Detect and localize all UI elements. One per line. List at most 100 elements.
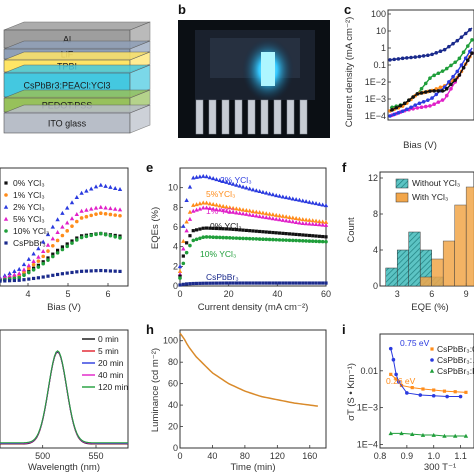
panel-e-marker: [247, 208, 252, 213]
panel-e-marker: [300, 198, 305, 203]
panel-e-marker: [254, 237, 259, 241]
panel-e-marker: [303, 221, 309, 226]
panel-e-marker: [221, 235, 225, 240]
panel-c-marker: [447, 44, 451, 49]
panel-e-marker: [267, 211, 272, 216]
panel-e-marker: [307, 217, 312, 222]
panel-d-marker: [36, 246, 41, 251]
panel-e-marker: [234, 206, 239, 211]
panel-i-marker: [391, 357, 396, 362]
panel-d-marker: [55, 229, 60, 234]
panel-e-marker: [217, 178, 223, 183]
panel-e-marker: [194, 174, 199, 179]
panel-e-marker: [280, 217, 286, 222]
panel-d-marker: [36, 276, 40, 280]
panel-e-marker: [185, 282, 189, 286]
panel-c-marker: [432, 73, 436, 78]
panel-e-marker: [257, 210, 262, 215]
panel-e-marker: [287, 281, 292, 285]
panel-d-marker: [98, 182, 103, 187]
panel-e-marker: [248, 229, 252, 233]
panel-e-marker: [307, 281, 312, 285]
panel-d-marker: [41, 261, 45, 266]
panel-c-marker: [465, 58, 470, 63]
panel-c-ytick-label: 1E−4: [365, 111, 386, 121]
panel-e-marker: [267, 230, 272, 234]
panel-e-marker: [221, 227, 225, 231]
panel-e-marker: [287, 238, 292, 243]
panel-e-marker: [324, 239, 328, 244]
panel-c-marker: [430, 52, 434, 57]
panel-e-ytick-label: 4: [173, 242, 178, 252]
panel-e-marker: [201, 205, 206, 210]
panel-c-ytick-label: 1E−2: [365, 77, 386, 87]
panel-d-xtick-label: 6: [105, 289, 110, 299]
panel-e-marker: [267, 237, 272, 242]
panel-f-bar: [442, 240, 455, 287]
panel-i-xtick-label: 0.8: [374, 451, 387, 461]
panel-e-marker: [191, 238, 196, 243]
panel-c-marker: [413, 55, 418, 59]
panel-d-marker: [41, 275, 45, 279]
panel-d-legend-marker: [3, 216, 9, 221]
panel-d-marker: [21, 262, 27, 267]
panel-d-legend-label: 5% YCl₃: [13, 214, 45, 224]
panel-e-ytick-label: 10: [168, 183, 178, 193]
panel-e-marker: [314, 239, 318, 244]
panel-d-marker: [65, 205, 70, 210]
panel-i-marker: [394, 377, 398, 381]
panel-d-marker: [113, 213, 117, 217]
panel-d-marker: [46, 249, 50, 253]
panel-e-marker: [261, 237, 265, 242]
panel-e-marker: [323, 222, 329, 227]
panel-e-marker: [277, 213, 282, 218]
panel-c-marker: [405, 56, 409, 60]
panel-f-bar: [408, 231, 421, 287]
panel-e-marker: [184, 219, 189, 224]
panel-d-marker: [79, 208, 84, 213]
panel-d-marker: [41, 260, 45, 264]
panel-e-marker: [264, 190, 269, 195]
panel-d-marker: [55, 238, 60, 243]
panel-f-bar: [419, 276, 432, 287]
panel-e-marker: [251, 281, 255, 285]
panel-e-marker: [307, 233, 312, 238]
panel-e-marker: [181, 246, 186, 251]
panel-h-chart: Luminance (cd m⁻²) Time (min) 0 20 40 60 80 1…: [150, 329, 327, 473]
panel-c-marker: [402, 101, 407, 106]
panel-e-marker: [303, 199, 309, 204]
panel-i-marker: [397, 380, 401, 384]
stack-layer-top: [3, 89, 151, 99]
panel-e-marker: [207, 206, 213, 211]
panel-e-marker: [287, 195, 292, 200]
panel-e-marker: [234, 182, 239, 187]
panel-e-marker: [197, 201, 203, 206]
panel-c-marker: [451, 74, 455, 79]
panel-e-marker: [240, 211, 246, 216]
panel-e-marker: [277, 231, 282, 235]
panel-h-ytick-label: 60: [168, 379, 178, 389]
panel-d-marker: [70, 241, 74, 245]
panel-f-xlabel: EQE (%): [411, 302, 448, 313]
panel-d-marker: [51, 252, 55, 256]
panel-e-chart: EQEs (%) Current density (mA cm⁻²) 0 2 4 6 8…: [150, 167, 331, 313]
panel-e-ytick-label: 8: [173, 202, 178, 212]
panel-e-marker: [323, 219, 329, 224]
panel-d-marker: [22, 278, 26, 282]
panel-g-legend-label: 0 min: [98, 334, 119, 344]
panel-e-marker: [231, 227, 235, 231]
panel-c-marker: [442, 47, 447, 52]
panel-e-marker: [184, 228, 189, 233]
panel-e-marker: [317, 219, 322, 224]
panel-e-marker: [231, 281, 235, 285]
panel-e-marker: [207, 175, 213, 180]
panel-d-marker: [46, 258, 50, 262]
panel-i-marker: [399, 431, 404, 436]
panel-e-marker: [198, 236, 202, 241]
panel-d-marker: [113, 234, 117, 239]
panel-e-series-label: 1% YCl₃: [206, 206, 238, 216]
panel-i-legend-label: CsPbBr₃:Pl…: [437, 366, 474, 376]
photo-pin: [221, 99, 230, 135]
panel-e-marker: [301, 281, 305, 285]
panel-d-marker: [70, 270, 74, 275]
